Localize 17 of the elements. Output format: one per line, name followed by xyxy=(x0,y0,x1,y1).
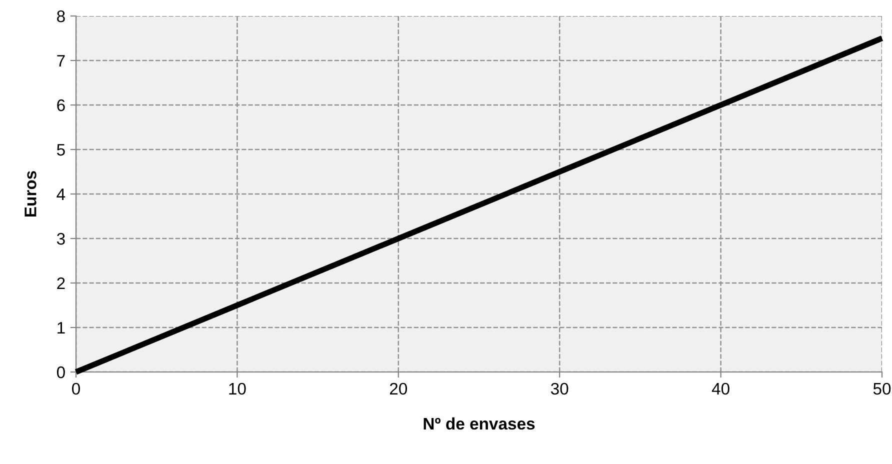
y-tick-label: 8 xyxy=(57,10,65,22)
x-tick-label: 50 xyxy=(873,382,891,395)
x-tick-label: 10 xyxy=(229,382,246,395)
y-tick-label: 4 xyxy=(56,188,66,200)
y-tick-label: 3 xyxy=(56,232,65,245)
x-tick-label: 20 xyxy=(390,382,408,395)
y-tick-label: 5 xyxy=(56,144,65,156)
y-tick-label: 2 xyxy=(57,277,65,290)
y-tick-label: 1 xyxy=(58,322,65,334)
y-tick-label: 0 xyxy=(56,366,65,378)
y-tick-label: 6 xyxy=(57,99,65,112)
x-tick-label: 0 xyxy=(72,382,80,395)
x-axis-title: Nº de envases xyxy=(424,417,535,430)
y-axis-title: Euros xyxy=(24,171,36,216)
x-tick-label: 30 xyxy=(550,382,568,395)
x-tick-label: 40 xyxy=(712,382,730,395)
y-tick-label: 7 xyxy=(57,55,65,67)
